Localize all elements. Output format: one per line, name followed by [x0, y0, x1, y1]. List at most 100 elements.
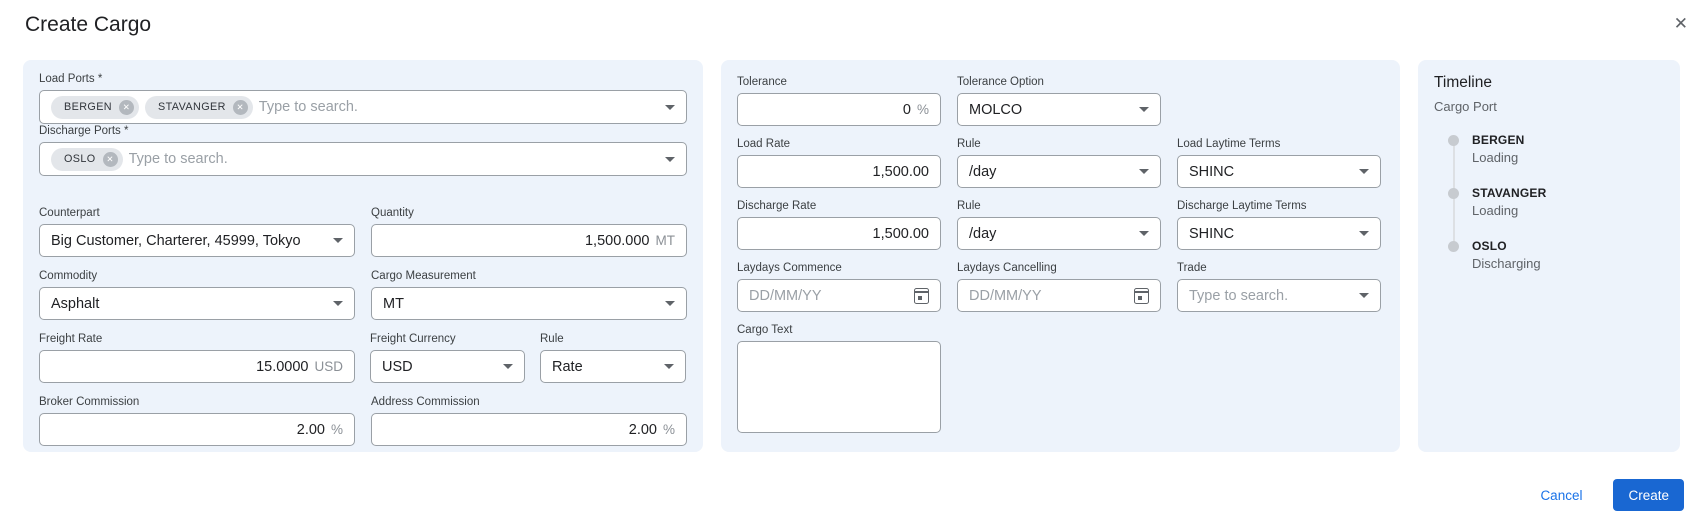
freight-rate-unit: USD — [314, 359, 343, 374]
timeline-title: Timeline — [1434, 74, 1492, 91]
commodity-select[interactable]: Asphalt — [39, 287, 355, 320]
timeline-panel: Timeline Cargo Port BERGEN Loading STAVA… — [1418, 60, 1680, 452]
discharge-ports-label: Discharge Ports * — [39, 125, 129, 137]
tolerance-option-value: MOLCO — [969, 101, 1023, 118]
freight-rule-select[interactable]: Rate — [540, 350, 686, 383]
chevron-down-icon — [1139, 169, 1149, 174]
cargo-text-input[interactable] — [737, 341, 941, 433]
broker-commission-unit: % — [330, 422, 343, 437]
tolerance-option-select[interactable]: MOLCO — [957, 93, 1161, 126]
dialog-footer: Cancel Create — [1534, 479, 1684, 511]
chip-label: BERGEN — [64, 101, 112, 113]
load-rule-value: /day — [969, 163, 997, 180]
discharge-rate-value: 1,500.00 — [872, 225, 929, 242]
chevron-down-icon — [665, 156, 675, 162]
quantity-input[interactable]: 1,500.000 MT — [371, 224, 687, 257]
tolerance-input[interactable]: 0 % — [737, 93, 941, 126]
laydays-cancelling-input[interactable]: DD/MM/YY — [957, 279, 1161, 312]
page-title: Create Cargo — [25, 13, 152, 36]
timeline-entries: BERGEN Loading STAVANGER Loading OSLO Di… — [1434, 133, 1664, 271]
broker-commission-label: Broker Commission — [39, 396, 140, 408]
address-commission-input[interactable]: 2.00 % — [371, 413, 687, 446]
close-icon[interactable]: ✕ — [1673, 14, 1688, 33]
tolerance-option-label: Tolerance Option — [957, 76, 1044, 88]
laytime-panel: Tolerance 0 % Tolerance Option MOLCO Loa… — [721, 60, 1400, 452]
chevron-down-icon — [1359, 293, 1369, 298]
laydays-cancelling-label: Laydays Cancelling — [957, 262, 1057, 274]
freight-currency-select[interactable]: USD — [370, 350, 525, 383]
discharge-ports-field[interactable]: OSLO ✕ — [39, 142, 687, 176]
freight-rule-label: Rule — [540, 333, 564, 345]
chevron-down-icon — [503, 364, 513, 369]
counterpart-select[interactable]: Big Customer, Charterer, 45999, Tokyo — [39, 224, 355, 257]
freight-rate-input[interactable]: 15.0000 USD — [39, 350, 355, 383]
address-commission-unit: % — [662, 422, 675, 437]
cargo-measurement-select[interactable]: MT — [371, 287, 687, 320]
laydays-commence-input[interactable]: DD/MM/YY — [737, 279, 941, 312]
load-rule-select[interactable]: /day — [957, 155, 1161, 188]
discharge-laytime-terms-select[interactable]: SHINC — [1177, 217, 1381, 250]
quantity-label: Quantity — [371, 207, 414, 219]
calendar-icon[interactable] — [1134, 287, 1149, 304]
load-laytime-terms-select[interactable]: SHINC — [1177, 155, 1381, 188]
commodity-label: Commodity — [39, 270, 98, 282]
remove-chip-icon[interactable]: ✕ — [119, 99, 134, 115]
timeline-entry: STAVANGER Loading — [1434, 186, 1664, 218]
cargo-details-panel: Load Ports * BERGEN ✕ STAVANGER ✕ Discha… — [23, 60, 703, 452]
quantity-unit: MT — [655, 233, 676, 248]
tolerance-unit: % — [916, 102, 929, 117]
remove-chip-icon[interactable]: ✕ — [102, 151, 118, 167]
cargo-text-label: Cargo Text — [737, 324, 793, 336]
timeline-activity: Loading — [1472, 150, 1519, 165]
timeline-dot-icon — [1448, 241, 1459, 252]
chevron-down-icon — [665, 104, 675, 110]
timeline-dot-icon — [1448, 135, 1459, 146]
calendar-icon[interactable] — [914, 287, 929, 304]
chip-load-port-1[interactable]: BERGEN ✕ — [51, 95, 139, 119]
load-rate-value: 1,500.00 — [872, 163, 929, 180]
chip-load-port-2[interactable]: STAVANGER ✕ — [145, 95, 253, 119]
freight-rate-value: 15.0000 — [256, 358, 309, 375]
timeline-subtitle: Cargo Port — [1434, 99, 1497, 114]
discharge-rule-value: /day — [969, 225, 997, 242]
cancel-button[interactable]: Cancel — [1534, 487, 1588, 504]
freight-currency-value: USD — [382, 358, 413, 375]
freight-currency-label: Freight Currency — [370, 333, 456, 345]
counterpart-value: Big Customer, Charterer, 45999, Tokyo — [51, 232, 301, 249]
load-rule-label: Rule — [957, 138, 981, 150]
trade-placeholder: Type to search. — [1189, 287, 1289, 304]
chevron-down-icon — [333, 238, 343, 243]
chevron-down-icon — [665, 301, 675, 306]
discharge-laytime-terms-label: Discharge Laytime Terms — [1177, 200, 1307, 212]
timeline-port: BERGEN — [1472, 133, 1525, 147]
tolerance-label: Tolerance — [737, 76, 787, 88]
cargo-measurement-label: Cargo Measurement — [371, 270, 476, 282]
quantity-value: 1,500.000 — [584, 232, 650, 249]
chevron-down-icon — [664, 364, 674, 369]
chevron-down-icon — [1139, 231, 1149, 236]
discharge-rule-select[interactable]: /day — [957, 217, 1161, 250]
create-button[interactable]: Create — [1613, 479, 1684, 511]
trade-field[interactable]: Type to search. — [1177, 279, 1381, 312]
load-ports-field[interactable]: BERGEN ✕ STAVANGER ✕ — [39, 90, 687, 124]
discharge-ports-search-input[interactable] — [128, 151, 659, 167]
address-commission-value: 2.00 — [628, 421, 657, 438]
timeline-dot-icon — [1448, 188, 1459, 199]
discharge-rate-label: Discharge Rate — [737, 200, 817, 212]
broker-commission-input[interactable]: 2.00 % — [39, 413, 355, 446]
chip-label: OSLO — [64, 153, 96, 165]
chevron-down-icon — [1359, 231, 1369, 236]
chevron-down-icon — [333, 301, 343, 306]
timeline-activity: Discharging — [1472, 256, 1541, 271]
discharge-rate-input[interactable]: 1,500.00 — [737, 217, 941, 250]
remove-chip-icon[interactable]: ✕ — [232, 99, 248, 115]
cargo-measurement-value: MT — [383, 295, 404, 312]
laydays-commence-label: Laydays Commence — [737, 262, 842, 274]
commodity-value: Asphalt — [51, 295, 100, 312]
load-ports-search-input[interactable] — [258, 99, 659, 115]
timeline-port: STAVANGER — [1472, 186, 1547, 200]
address-commission-label: Address Commission — [371, 396, 480, 408]
load-rate-input[interactable]: 1,500.00 — [737, 155, 941, 188]
laydays-commence-placeholder: DD/MM/YY — [749, 287, 822, 304]
chip-discharge-port-1[interactable]: OSLO ✕ — [51, 147, 123, 171]
